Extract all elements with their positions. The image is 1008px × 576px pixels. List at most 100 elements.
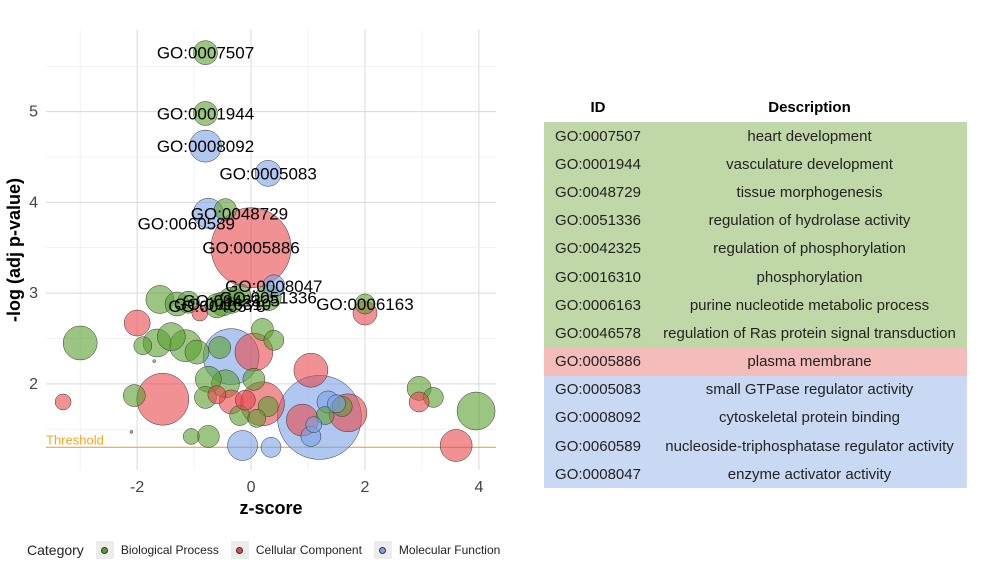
bubble-point bbox=[315, 406, 335, 425]
table-cell-description: small GTPase regulator activity bbox=[705, 381, 914, 399]
legend-dot-icon bbox=[236, 546, 244, 554]
bubble-point bbox=[123, 384, 146, 407]
bubble-point bbox=[193, 40, 218, 65]
bubble-point bbox=[152, 359, 156, 363]
table-cell-id: GO:0008047 bbox=[555, 465, 641, 483]
bubble-point bbox=[123, 309, 151, 337]
bubble-point bbox=[228, 283, 251, 307]
bubble-point bbox=[354, 293, 376, 315]
table-cell-id: GO:0001944 bbox=[555, 155, 641, 173]
table-cell-description: plasma membrane bbox=[747, 353, 872, 371]
bubble-point bbox=[210, 207, 292, 288]
table-row: GO:0001944 vasculature development bbox=[544, 150, 967, 179]
legend-item-cellular-component: Cellular Component bbox=[230, 541, 362, 559]
table-cell-description: regulation of phosphorylation bbox=[713, 240, 906, 258]
bubble-point bbox=[262, 274, 286, 298]
bubble-point bbox=[184, 339, 210, 365]
table-row: GO:0006163 purine nucleotide metabolic pr… bbox=[544, 291, 967, 320]
legend-item-biological-process: Biological Process bbox=[95, 541, 219, 559]
bubble-point bbox=[260, 437, 282, 458]
point-label: GO:0006163 bbox=[316, 295, 413, 314]
table-cell-description: regulation of hydrolase activity bbox=[708, 212, 911, 230]
bubble-point bbox=[242, 368, 266, 391]
y-axis-title: -log (adj p-value) bbox=[4, 178, 24, 322]
table-cell-description: purine nucleotide metabolic process bbox=[689, 296, 930, 314]
bubble-point bbox=[183, 428, 200, 445]
bubble-point bbox=[439, 429, 473, 462]
bubble-plot: ThresholdGO:0005886GO:0008092GO:0060589G… bbox=[4, 30, 496, 518]
legend-key bbox=[95, 541, 114, 559]
table-row: GO:0046578 regulation of Ras protein sign… bbox=[544, 319, 967, 348]
table-cell-id: GO:0007507 bbox=[555, 127, 641, 145]
point-label: GO:0016310 bbox=[174, 295, 271, 314]
x-tick-label: 2 bbox=[361, 479, 370, 496]
x-tick-label: 0 bbox=[247, 479, 256, 496]
bubble-point bbox=[189, 129, 222, 163]
bubble-point bbox=[207, 385, 227, 404]
bubble-point bbox=[293, 352, 329, 388]
y-tick-label: 5 bbox=[29, 104, 38, 121]
table-cell-description: tissue morphogenesis bbox=[736, 183, 883, 201]
bubble-point bbox=[263, 330, 285, 351]
chart-legend: Category Biological Process Cellular Com… bbox=[27, 541, 512, 559]
point-label: GO:0001944 bbox=[157, 104, 254, 123]
legend-label: Biological Process bbox=[120, 543, 219, 557]
legend-dot-icon bbox=[379, 546, 387, 554]
bubble-point bbox=[133, 336, 153, 355]
table-cell-description: vasculature development bbox=[726, 155, 893, 173]
table-row: GO:0048729 tissue morphogenesis bbox=[544, 178, 967, 207]
bubble-point bbox=[157, 322, 186, 351]
table-row: GO:0008092 cytoskeletal protein binding bbox=[544, 403, 967, 433]
table-cell-id: GO:0016310 bbox=[555, 268, 641, 286]
table-row: GO:0051336 regulation of hydrolase activi… bbox=[544, 206, 967, 235]
table-header-description: Description bbox=[652, 92, 967, 122]
bubble-point bbox=[327, 394, 346, 414]
legend-title: Category bbox=[27, 542, 84, 558]
table-cell-description: heart development bbox=[747, 127, 872, 145]
table-cell-description: regulation of Ras protein signal transdu… bbox=[663, 324, 956, 342]
point-label: GO:0048729 bbox=[191, 205, 288, 224]
bubble-point bbox=[456, 391, 496, 431]
bubble-point bbox=[214, 198, 237, 221]
point-label: GO:0008047 bbox=[225, 277, 322, 296]
point-label: GO:0042325 bbox=[182, 291, 279, 310]
table-cell-id: GO:0042325 bbox=[555, 240, 641, 258]
table-cell-description: phosphorylation bbox=[756, 268, 863, 286]
x-tick-label: -2 bbox=[130, 479, 144, 496]
table-cell-id: GO:0060589 bbox=[555, 437, 641, 455]
table-cell-id: GO:0006163 bbox=[555, 296, 641, 314]
table-header-row: ID Description bbox=[544, 92, 967, 122]
table-cell-id: GO:0005083 bbox=[555, 381, 641, 399]
y-tick-label: 2 bbox=[29, 376, 38, 393]
legend-key bbox=[373, 541, 392, 559]
y-tick-label: 4 bbox=[29, 194, 38, 211]
bubble-point bbox=[191, 304, 209, 322]
x-axis-title: z-score bbox=[239, 498, 302, 518]
bubble-point bbox=[129, 430, 134, 434]
table-cell-description: enzyme activator activity bbox=[727, 465, 892, 483]
bubble-point bbox=[408, 391, 430, 413]
bubble-point bbox=[208, 336, 231, 359]
table-row: GO:0007507 heart development bbox=[544, 122, 967, 151]
y-tick-label: 3 bbox=[29, 285, 38, 302]
table-row: GO:0016310 phosphorylation bbox=[544, 262, 967, 292]
go-term-table: ID Description GO:0007507 heart developme… bbox=[544, 92, 967, 489]
legend-key bbox=[230, 541, 249, 559]
bubble-point bbox=[197, 425, 220, 448]
point-label: GO:0060589 bbox=[138, 214, 235, 233]
bubble-point bbox=[54, 393, 72, 411]
table-cell-id: GO:0051336 bbox=[555, 212, 641, 230]
threshold-label: Threshold bbox=[46, 432, 104, 447]
table-row: GO:0005083 small GTPase regulator activit… bbox=[544, 375, 967, 404]
point-label: GO:0046578 bbox=[168, 297, 265, 316]
table-body: GO:0007507 heart development GO:0001944 vas… bbox=[544, 122, 967, 489]
bubble-point bbox=[204, 293, 230, 319]
legend-item-molecular-function: Molecular Function bbox=[373, 541, 500, 559]
table-row: GO:0042325 regulation of phosphorylation bbox=[544, 234, 967, 263]
table-cell-description: nucleoside-triphosphatase regulator acti… bbox=[665, 437, 954, 455]
point-label: GO:0005886 bbox=[202, 239, 299, 258]
table-cell-description: cytoskeletal protein binding bbox=[719, 409, 900, 427]
table-cell-id: GO:0005886 bbox=[555, 353, 641, 371]
x-tick-label: 4 bbox=[474, 479, 483, 496]
table-row: GO:0060589 nucleoside-triphosphatase regu… bbox=[544, 432, 967, 461]
